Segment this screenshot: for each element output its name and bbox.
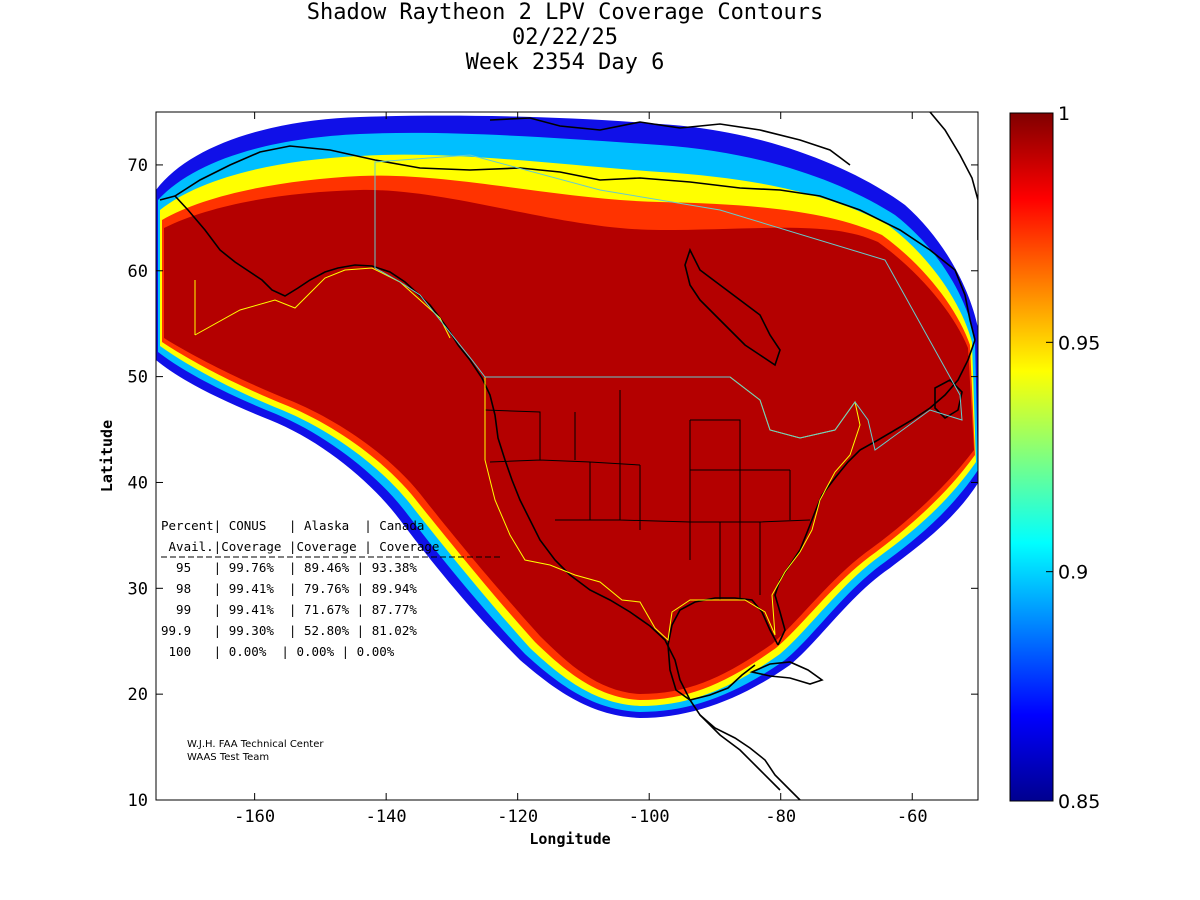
colorbar-ticks: 1 0.95 0.9 0.85: [1046, 103, 1100, 813]
coverage-table: Percent| CONUS | Alaska | Canada Avail.|…: [161, 518, 500, 659]
x-axis-label: Longitude: [529, 830, 610, 848]
canada-outline: [374, 154, 963, 451]
state-lines-west: [484, 390, 691, 560]
coast-hudson-bay: [684, 247, 781, 367]
x-tick-label: -140: [366, 807, 407, 827]
coast-greenland: [929, 112, 978, 240]
y-axis: 10 20 30 40 50 60 70: [128, 156, 978, 811]
table-row: 99.9 | 99.30% | 52.80% | 81.02%: [161, 623, 417, 638]
y-tick-label: 60: [128, 262, 148, 282]
title-line-1: Shadow Raytheon 2 LPV Coverage Contours: [306, 0, 824, 25]
credit-line-2: WAAS Test Team: [187, 752, 269, 763]
coast-atlantic: [774, 339, 976, 646]
y-tick-label: 40: [128, 473, 148, 493]
table-row: 98 | 99.41% | 79.76% | 89.94%: [161, 581, 417, 596]
x-tick-label: -100: [629, 807, 670, 827]
contour-coverage-full: [164, 189, 974, 694]
alaska-outline: [194, 267, 451, 339]
table-row: 95 | 99.76% | 89.46% | 93.38%: [161, 560, 417, 575]
x-tick-label: -120: [497, 807, 538, 827]
plot-frame: [155, 111, 979, 801]
coast-gulf: [667, 597, 779, 701]
region-outlines: [194, 154, 963, 642]
chart-title: Shadow Raytheon 2 LPV Coverage Contours …: [0, 0, 1130, 75]
x-tick-label: -60: [897, 807, 928, 827]
x-axis: -160 -140 -120 -100 -80 -60: [234, 112, 928, 827]
coast-cuba: [749, 661, 824, 685]
colorbar: [1009, 112, 1054, 802]
title-line-2: 02/22/25: [512, 25, 618, 50]
title-line-3: Week 2354 Day 6: [465, 50, 665, 75]
table-header-1: Percent| CONUS | Alaska | Canada: [161, 518, 424, 533]
coast-arctic-islands: [489, 117, 851, 166]
x-tick-label: -80: [765, 807, 796, 827]
y-tick-label: 10: [128, 791, 148, 811]
colorbar-tick-label: 0.9: [1058, 562, 1088, 584]
coast-newfoundland: [934, 379, 963, 420]
y-tick-label: 50: [128, 368, 148, 388]
table-header-2: Avail.|Coverage |Coverage | Coverage: [161, 539, 439, 554]
y-tick-label: 20: [128, 685, 148, 705]
colorbar-tick-label: 1: [1058, 103, 1070, 125]
table-row: 100 | 0.00% | 0.00% | 0.00%: [161, 644, 395, 659]
x-tick-label: -160: [234, 807, 275, 827]
y-tick-label: 70: [128, 156, 148, 176]
table-row: 99 | 99.41% | 71.67% | 87.77%: [161, 602, 417, 617]
y-tick-label: 30: [128, 579, 148, 599]
coast-arctic: [174, 145, 976, 341]
coast-central-america: [699, 714, 801, 800]
credit-line-1: W.J.H. FAA Technical Center: [187, 739, 324, 750]
state-lines-east: [690, 419, 811, 600]
coast-pacific: [457, 344, 781, 791]
y-axis-label: Latitude: [98, 420, 116, 492]
colorbar-tick-label: 0.95: [1058, 332, 1100, 354]
coverage-contours: [156, 115, 978, 718]
colorbar-tick-label: 0.85: [1058, 791, 1100, 813]
